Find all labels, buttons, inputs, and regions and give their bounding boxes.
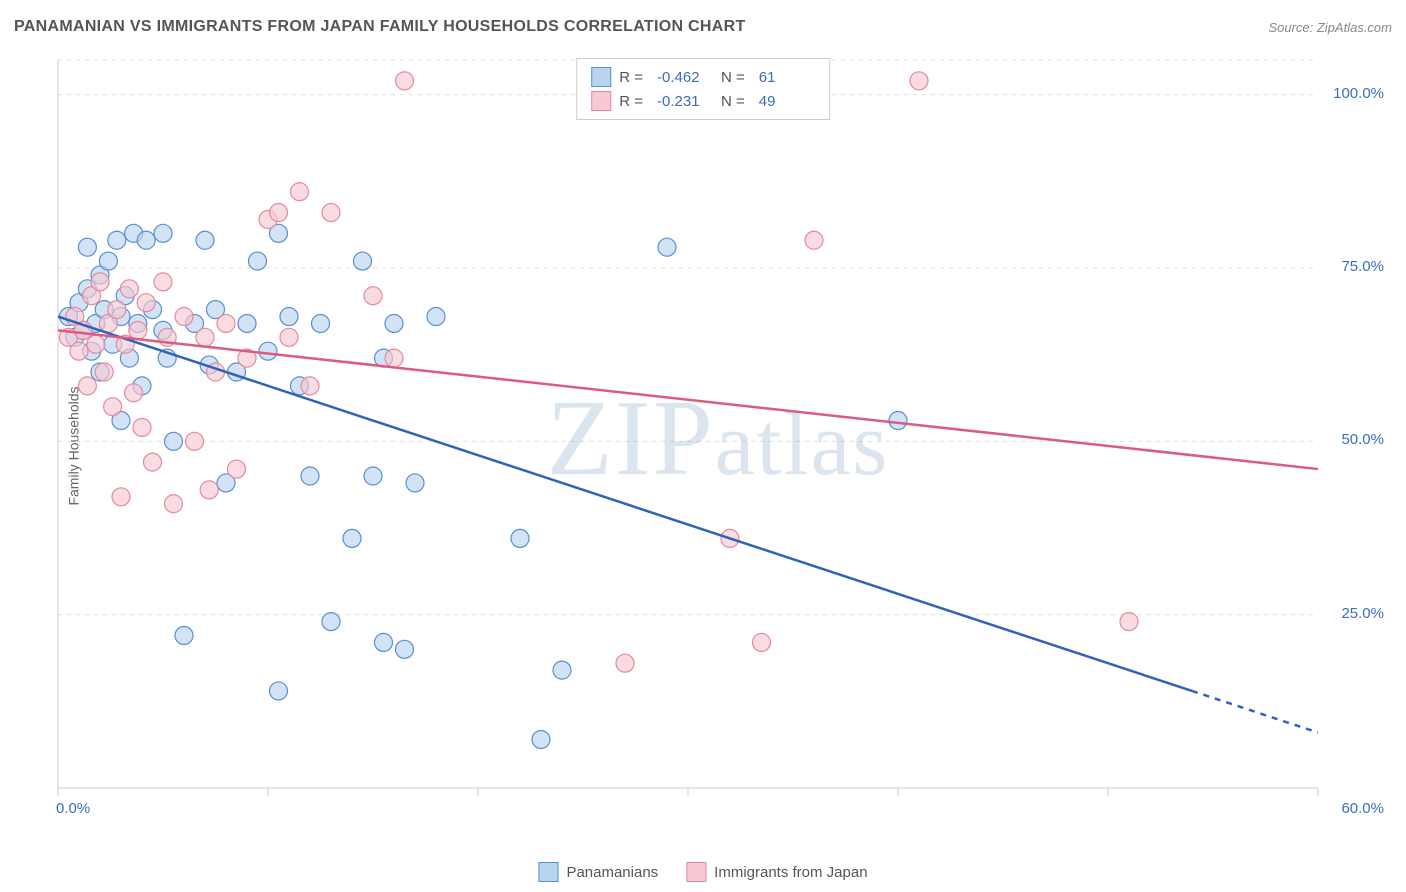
chart-source: Source: ZipAtlas.com [1268, 20, 1392, 35]
x-tick-label: 0.0% [56, 800, 90, 817]
legend-swatch-pink [686, 862, 706, 882]
legend-correlation-row-2: R = -0.231 N = 49 [591, 89, 815, 113]
chart-header: PANAMANIAN VS IMMIGRANTS FROM JAPAN FAMI… [14, 18, 1392, 36]
legend-n-label: N = [721, 69, 745, 86]
legend-series-label: Panamanians [566, 864, 658, 881]
legend-swatch-blue [591, 67, 611, 87]
y-tick-label: 25.0% [1341, 605, 1384, 622]
source-value: ZipAtlas.com [1317, 20, 1392, 35]
legend-swatch-pink [591, 91, 611, 111]
legend-n-value: 61 [759, 69, 815, 86]
legend-series-box: Panamanians Immigrants from Japan [538, 862, 867, 882]
y-tick-label: 100.0% [1333, 85, 1384, 102]
chart-container: PANAMANIAN VS IMMIGRANTS FROM JAPAN FAMI… [0, 0, 1406, 892]
legend-series-item-2: Immigrants from Japan [686, 862, 867, 882]
legend-r-value: -0.231 [657, 93, 713, 110]
legend-r-value: -0.462 [657, 69, 713, 86]
legend-series-label: Immigrants from Japan [714, 864, 867, 881]
legend-swatch-blue [538, 862, 558, 882]
legend-r-label: R = [619, 69, 643, 86]
legend-correlation-row-1: R = -0.462 N = 61 [591, 65, 815, 89]
legend-n-label: N = [721, 93, 745, 110]
legend-correlation-box: R = -0.462 N = 61 R = -0.231 N = 49 [576, 58, 830, 120]
chart-plot-area: ZIPatlas 25.0%50.0%75.0%100.0%0.0%60.0% [48, 54, 1388, 824]
source-label: Source: [1268, 20, 1316, 35]
y-tick-label: 75.0% [1341, 258, 1384, 275]
y-tick-label: 50.0% [1341, 431, 1384, 448]
legend-n-value: 49 [759, 93, 815, 110]
scatter-chart-svg [48, 54, 1388, 824]
legend-r-label: R = [619, 93, 643, 110]
x-tick-label: 60.0% [1341, 800, 1384, 817]
chart-title: PANAMANIAN VS IMMIGRANTS FROM JAPAN FAMI… [14, 18, 746, 36]
legend-series-item-1: Panamanians [538, 862, 658, 882]
